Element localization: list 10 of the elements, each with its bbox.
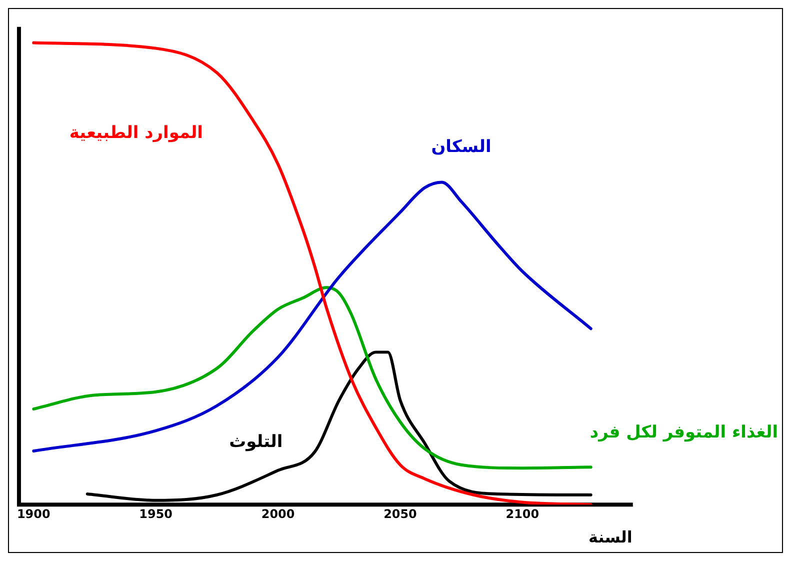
series-label: الغذاء المتوفر لكل فرد <box>590 422 778 443</box>
x-tick-label: 2050 <box>384 506 417 521</box>
x-axis-title: السنة <box>588 528 632 547</box>
x-tick-label: 1950 <box>139 506 172 521</box>
x-tick-label: 2000 <box>261 506 295 521</box>
series-label: السكان <box>431 136 492 156</box>
x-tick-label: 1900 <box>16 506 50 521</box>
x-tick-label: 2100 <box>506 506 540 521</box>
series-label: التلوث <box>229 431 283 452</box>
text: الموارد الطبيعية <box>69 122 203 143</box>
